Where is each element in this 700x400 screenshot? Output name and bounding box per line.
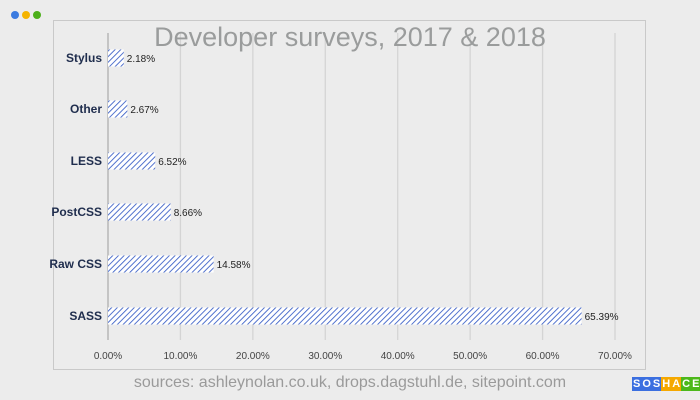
x-tick-label: 60.00%	[526, 351, 560, 362]
logo-letter: A	[671, 377, 682, 391]
data-label: 14.58%	[217, 260, 251, 271]
x-tick-label: 30.00%	[308, 351, 342, 362]
x-tick-label: 40.00%	[381, 351, 415, 362]
window-controls	[11, 11, 41, 19]
data-label: 2.67%	[130, 105, 158, 116]
bar	[108, 49, 124, 67]
category-label: SASS	[69, 309, 102, 323]
sources-text: sources: ashleynolan.co.uk, drops.dagstu…	[133, 374, 567, 391]
bar	[108, 152, 156, 170]
x-tick-label: 50.00%	[453, 351, 487, 362]
bar	[108, 255, 214, 273]
logo-letter: S	[651, 377, 662, 391]
category-label: Stylus	[66, 51, 102, 65]
logo-letter: O	[641, 377, 652, 391]
category-label: LESS	[71, 154, 102, 168]
logo-letter: C	[681, 377, 692, 391]
chart-title: Developer surveys, 2017 & 2018	[154, 22, 546, 52]
blue-dot-icon	[11, 11, 19, 19]
yellow-dot-icon	[22, 11, 30, 19]
chart-frame	[53, 20, 646, 370]
category-label: PostCSS	[51, 205, 102, 219]
logo-letter: H	[661, 377, 672, 391]
x-tick-label: 10.00%	[163, 351, 197, 362]
green-dot-icon	[33, 11, 41, 19]
bar	[108, 203, 171, 221]
x-tick-label: 70.00%	[598, 351, 632, 362]
x-tick-label: 0.00%	[94, 351, 122, 362]
data-label: 6.52%	[158, 157, 186, 168]
logo-letter: S	[632, 377, 642, 391]
data-label: 65.39%	[585, 312, 619, 323]
bar	[108, 100, 128, 118]
data-label: 8.66%	[174, 208, 202, 219]
x-tick-label: 20.00%	[236, 351, 270, 362]
category-label: Other	[70, 102, 102, 116]
logo-letter: E	[691, 377, 700, 391]
category-label: Raw CSS	[49, 257, 102, 271]
data-label: 2.18%	[127, 54, 155, 65]
bar	[108, 307, 582, 325]
